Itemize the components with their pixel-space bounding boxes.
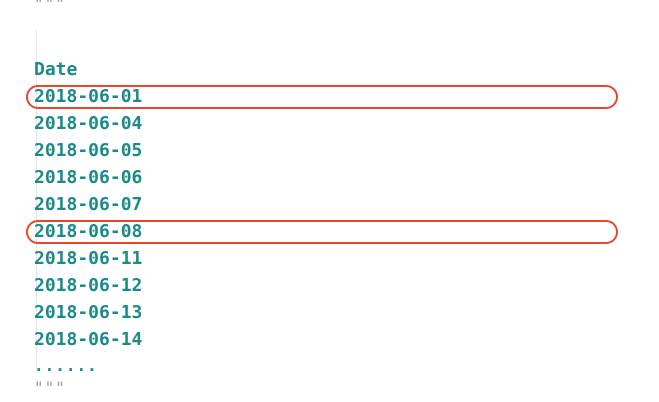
row-date: 2018-06-06 [34, 167, 143, 188]
row-date: 2018-06-08 [34, 221, 143, 242]
row-date: 2018-06-01 [34, 86, 143, 107]
row-date: 2018-06-14 [34, 329, 143, 350]
row-date: 2018-06-04 [34, 113, 143, 134]
row-date: 2018-06-11 [34, 248, 143, 269]
docstring-close: """ [34, 378, 66, 397]
indent-guide [36, 30, 37, 370]
index-label: Date [34, 59, 78, 80]
docstring-open: """ [34, 0, 66, 13]
row-date: 2018-06-07 [34, 194, 143, 215]
row-date: 2018-06-05 [34, 140, 143, 161]
ellipsis: ...... [34, 356, 98, 375]
row-date: 2018-06-13 [34, 302, 143, 323]
row-date: 2018-06-12 [34, 275, 143, 296]
